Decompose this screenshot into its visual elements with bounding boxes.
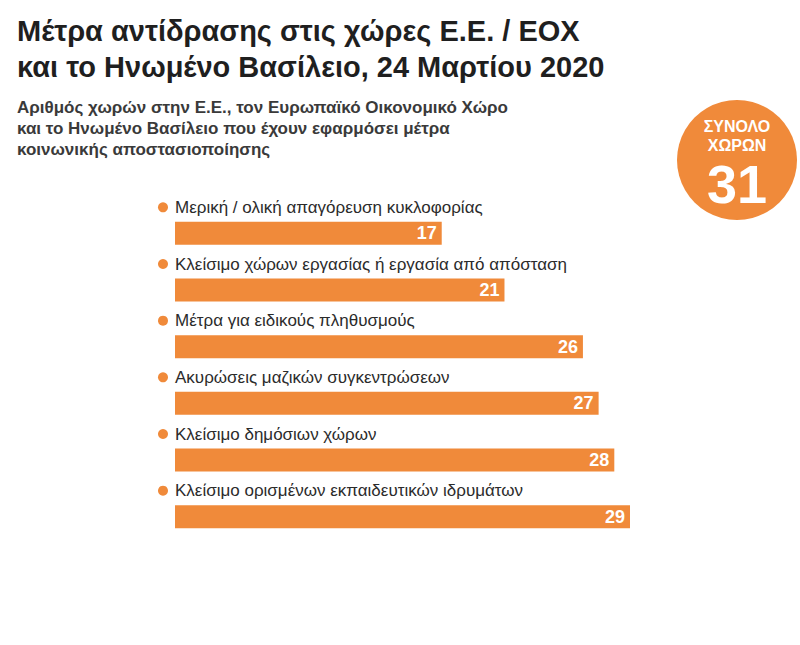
svg-text:κοινωνικής αποστασιοποίησης: κοινωνικής αποστασιοποίησης (17, 140, 270, 159)
svg-text:17: 17 (417, 223, 437, 243)
svg-text:28: 28 (589, 450, 609, 470)
svg-text:και το Ηνωμένο Βασίλειο, 24 Μα: και το Ηνωμένο Βασίλειο, 24 Μαρτίου 2020 (17, 51, 604, 83)
svg-text:και το Ηνωμένο Βασίλειο που έχ: και το Ηνωμένο Βασίλειο που έχουν εφαρμό… (17, 119, 450, 138)
svg-text:Μερική / ολική απαγόρευση κυκλ: Μερική / ολική απαγόρευση κυκλοφορίας (175, 198, 483, 217)
svg-text:ΧΩΡΩΝ: ΧΩΡΩΝ (708, 137, 767, 154)
svg-text:ΣΥΝΟΛΟ: ΣΥΝΟΛΟ (704, 118, 771, 135)
svg-text:Κλείσιμο χώρων εργασίας ή εργα: Κλείσιμο χώρων εργασίας ή εργασία από απ… (175, 255, 567, 274)
svg-text:Μέτρα για ειδικούς πληθυσμούς: Μέτρα για ειδικούς πληθυσμούς (175, 311, 415, 330)
svg-text:Κλείσιμο ορισμένων εκπαιδευτικ: Κλείσιμο ορισμένων εκπαιδευτικών ιδρυμάτ… (175, 481, 523, 500)
svg-text:31: 31 (707, 154, 767, 214)
svg-text:29: 29 (605, 507, 625, 527)
svg-text:Αριθμός χωρών στην Ε.Ε., τον Ε: Αριθμός χωρών στην Ε.Ε., τον Ευρωπαϊκό Ο… (17, 98, 508, 117)
svg-text:26: 26 (558, 337, 578, 357)
svg-text:Ακυρώσεις μαζικών συγκεντρώσεω: Ακυρώσεις μαζικών συγκεντρώσεων (175, 368, 450, 387)
svg-text:Κλείσιμο δημόσιων χώρων: Κλείσιμο δημόσιων χώρων (175, 425, 377, 444)
svg-text:27: 27 (574, 393, 594, 413)
svg-text:Μέτρα αντίδρασης στις χώρες Ε.: Μέτρα αντίδρασης στις χώρες Ε.Ε. / ΕΟΧ (17, 15, 580, 47)
svg-text:21: 21 (479, 280, 499, 300)
